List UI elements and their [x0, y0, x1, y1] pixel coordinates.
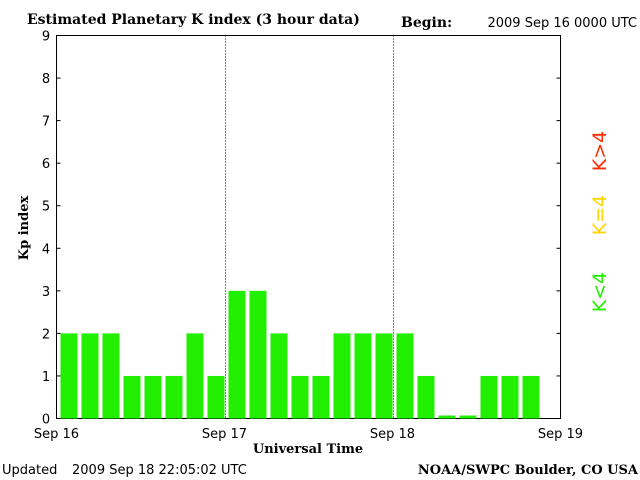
- kp-bars: [60, 290, 540, 419]
- day-separators: [225, 35, 394, 419]
- kp-bar: [354, 333, 372, 419]
- kp-bar: [438, 415, 456, 419]
- kp-bar: [144, 375, 162, 419]
- kp-bar: [60, 333, 78, 419]
- kp-bar: [270, 333, 288, 419]
- x-tick-label: Sep 17: [202, 427, 247, 442]
- y-tick-label: 0: [42, 413, 50, 428]
- y-tick-label: 7: [42, 115, 50, 130]
- kp-bar: [228, 290, 246, 419]
- source-credit: NOAA/SWPC Boulder, CO USA: [418, 463, 639, 478]
- y-tick-label: 5: [42, 200, 50, 215]
- y-tick-label: 8: [42, 72, 50, 87]
- kp-bar: [501, 375, 519, 419]
- kp-bar: [375, 333, 393, 419]
- updated-label: Updated: [2, 463, 57, 478]
- x-tick-label: Sep 19: [538, 427, 583, 442]
- kp-bar: [249, 290, 267, 419]
- x-tick-label: Sep 18: [370, 427, 415, 442]
- legend-label: K>4: [589, 131, 611, 171]
- kp-bar: [333, 333, 351, 419]
- kp-legend: K>4 K=4 K<4: [589, 131, 611, 312]
- y-tick-label: 4: [42, 242, 50, 257]
- y-tick-label: 9: [42, 30, 50, 45]
- kp-bar: [396, 333, 414, 419]
- plot-frame: [56, 35, 561, 419]
- y-axis-label: Kp index: [17, 196, 32, 261]
- x-tick-label: Sep 16: [34, 427, 79, 442]
- kp-bar: [207, 375, 225, 419]
- legend-label: K<4: [589, 272, 611, 312]
- kp-bar: [186, 333, 204, 419]
- x-tick-labels: Sep 16 Sep 17 Sep 18 Sep 19: [34, 427, 583, 442]
- begin-label: Begin:: [401, 15, 452, 31]
- kp-bar: [480, 375, 498, 419]
- kp-bar: [312, 375, 330, 419]
- chart-title: Estimated Planetary K index (3 hour data…: [27, 12, 360, 28]
- x-axis-label: Universal Time: [253, 442, 363, 457]
- begin-value: 2009 Sep 16 0000 UTC: [487, 16, 637, 31]
- kp-bar: [417, 375, 435, 419]
- y-tick-label: 6: [42, 157, 50, 172]
- legend-label: K=4: [589, 195, 611, 235]
- y-tick-labels: 0 1 2 3 4 5 6 7 8 9: [42, 30, 561, 428]
- kp-bar: [291, 375, 309, 419]
- updated-value: 2009 Sep 18 22:05:02 UTC: [72, 463, 247, 478]
- kp-bar: [81, 333, 99, 419]
- kp-bar: [522, 375, 540, 419]
- y-tick-label: 1: [42, 370, 50, 385]
- kp-bar: [165, 375, 183, 419]
- y-tick-label: 2: [42, 327, 50, 342]
- y-tick-label: 3: [42, 285, 50, 300]
- kp-bar: [102, 333, 120, 419]
- kp-bar: [459, 415, 477, 419]
- kp-bar: [123, 375, 141, 419]
